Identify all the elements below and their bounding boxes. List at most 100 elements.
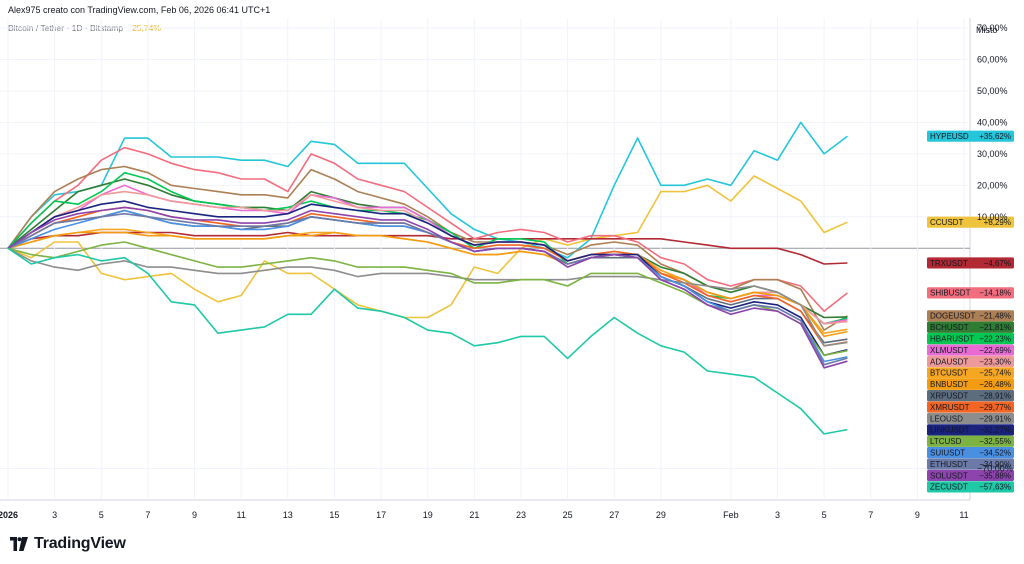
series-badge-ethusdt[interactable]: ETHUSDT −34,90%	[927, 458, 1014, 470]
y-tick-label: 60,00%	[977, 54, 1008, 64]
series-line-ccusdt[interactable]	[7, 175, 848, 319]
brand-name: TradingView	[34, 535, 126, 552]
series-badge-name: XMRUSDT	[930, 403, 970, 412]
series-badge-value: −22,23%	[979, 334, 1011, 343]
series-badge-hbarusdt[interactable]: HBARUSDT −22,23%	[927, 333, 1014, 345]
x-tick-label: 2026	[0, 510, 18, 520]
series-badge-value: −32,55%	[979, 437, 1011, 446]
series-line-solusdt[interactable]	[7, 206, 848, 369]
series-badge-name: SOLUSDT	[930, 471, 968, 480]
series-badge-name: LINKUSDT	[930, 426, 970, 435]
series-badge-name: HYPEUSD	[930, 132, 969, 141]
series-badge-xmrusdt[interactable]: XMRUSDT −29,77%	[927, 401, 1014, 413]
series-badge-xlmusdt[interactable]: XLMUSDT −22,69%	[927, 344, 1014, 356]
x-tick-label: 23	[516, 510, 526, 520]
series-badge-trxusdt[interactable]: TRXUSDT −4,67%	[927, 257, 1014, 269]
x-tick-label: 27	[609, 510, 619, 520]
x-tick-label: 11	[236, 510, 245, 520]
chart-lines	[7, 121, 848, 435]
series-badge-bchusdt[interactable]: BCHUSDT −21,81%	[927, 321, 1014, 333]
series-badge-value: +8,29%	[984, 218, 1011, 227]
tradingview-logo-icon	[10, 537, 28, 551]
x-tick-label: 19	[423, 510, 433, 520]
series-badge-suiusdt[interactable]: SUIUSDT −34,52%	[927, 447, 1014, 459]
x-tick-label: 5	[99, 510, 104, 520]
series-badge-name: ETHUSDT	[930, 460, 968, 469]
chart-credit: Alex975 creato con TradingView.com, Feb …	[8, 5, 271, 15]
y-axis: 70,00% 60,00% 50,00% 40,00% 30,00% 20,00% 10,0…	[977, 23, 1013, 474]
series-badge-name: SUIUSDT	[930, 448, 965, 457]
series-line-bnbusdt[interactable]	[7, 231, 848, 338]
series-badge-btcusdt[interactable]: BTCUSDT −25,74%	[927, 367, 1014, 379]
x-tick-label: 3	[52, 510, 57, 520]
series-badge-value: −32,27%	[979, 426, 1011, 435]
series-badge-dogeusdt[interactable]: DOGEUSDT −21,48%	[927, 310, 1014, 322]
series-badge-value: −22,69%	[979, 346, 1011, 355]
x-tick-label: 15	[329, 510, 339, 520]
series-badge-name: HBARUSDT	[930, 334, 974, 343]
series-line-zecusdt[interactable]	[7, 247, 848, 435]
series-badge-bnbusdt[interactable]: BNBUSDT −26,48%	[927, 378, 1014, 390]
x-tick-label: 21	[469, 510, 479, 520]
y-tick-label: 20,00%	[977, 180, 1008, 190]
x-axis: 2026 3 5 7 9 11 13 15 17 19 21 23 25 27 29 Feb 3 5 7 9 11	[0, 510, 969, 520]
series-badge-value: −26,48%	[979, 380, 1011, 389]
x-tick-label: 9	[915, 510, 920, 520]
series-badge-name: BNBUSDT	[930, 380, 968, 389]
series-badge-value: −14,18%	[979, 289, 1011, 298]
series-badge-name: XLMUSDT	[930, 346, 968, 355]
series-badge-name: ADAUSDT	[930, 357, 968, 366]
x-tick-label: 17	[376, 510, 386, 520]
scale-label[interactable]: Misto	[976, 25, 998, 35]
series-badge-leousd[interactable]: LEOUSD −29,91%	[927, 412, 1014, 425]
series-badge-name: ZECUSDT	[930, 483, 968, 492]
series-badge-value: −23,30%	[979, 357, 1011, 366]
series-badge-value: −34,90%	[979, 460, 1011, 469]
series-badges: HYPEUSD +35,62% CCUSDT +8,29% TRXUSDT −4,67% S…	[927, 130, 1014, 493]
series-badge-value: −25,74%	[979, 369, 1011, 378]
y-tick-label: 40,00%	[977, 117, 1008, 127]
x-tick-label: Feb	[723, 510, 739, 520]
series-badge-name: TRXUSDT	[930, 259, 968, 268]
series-badge-value: −28,91%	[979, 391, 1011, 400]
series-badge-value: −57,63%	[979, 483, 1011, 492]
series-badge-name: SHIBUSDT	[930, 289, 971, 298]
x-tick-label: 3	[775, 510, 780, 520]
series-badge-name: LEOUSD	[930, 414, 963, 423]
series-badge-zecusdt[interactable]: ZECUSDT −57,63%	[927, 481, 1014, 493]
y-tick-label: 10,00%	[977, 212, 1008, 222]
series-badge-ccusdt[interactable]: CCUSDT +8,29%	[927, 216, 1014, 228]
series-badge-linkusdt[interactable]: LINKUSDT −32,27%	[927, 424, 1014, 436]
y-tick-label: −70,00%	[977, 464, 1013, 474]
series-badge-solusdt[interactable]: SOLUSDT −35,88%	[927, 469, 1014, 482]
x-tick-label: 7	[868, 510, 873, 520]
series-badge-value: −34,52%	[979, 448, 1011, 457]
series-badge-name: LTCUSD	[930, 437, 962, 446]
series-badge-name: BTCUSDT	[930, 369, 968, 378]
tradingview-brand[interactable]: TradingView	[8, 535, 126, 553]
x-tick-label: 25	[563, 510, 573, 520]
x-tick-label: 5	[822, 510, 827, 520]
series-badge-xrpusdt[interactable]: XRPUSDT −28,91%	[927, 390, 1014, 402]
series-badge-ltcusd[interactable]: LTCUSD −32,55%	[927, 435, 1014, 447]
x-tick-label: 7	[145, 510, 150, 520]
series-badge-hypeusd[interactable]: HYPEUSD +35,62%	[927, 130, 1014, 142]
x-tick-label: 11	[959, 510, 968, 520]
series-line-leousd[interactable]	[7, 247, 848, 347]
y-tick-label: 30,00%	[977, 149, 1008, 159]
y-tick-label: 50,00%	[977, 86, 1008, 96]
series-badge-value: −29,91%	[979, 414, 1011, 423]
series-badge-adausdt[interactable]: ADAUSDT −23,30%	[927, 355, 1014, 368]
series-line-hypeusd[interactable]	[7, 121, 848, 259]
x-tick-label: 9	[192, 510, 197, 520]
series-badge-name: BCHUSDT	[930, 323, 969, 332]
series-badge-value: −35,88%	[979, 471, 1011, 480]
series-badge-shibusdt[interactable]: SHIBUSDT −14,18%	[927, 287, 1014, 299]
series-badge-value: −21,48%	[979, 312, 1011, 321]
x-tick-label: 29	[656, 510, 666, 520]
series-line-shibusdt[interactable]	[7, 146, 848, 313]
x-tick-label: 13	[283, 510, 293, 520]
series-badge-value: +35,62%	[979, 132, 1011, 141]
series-badge-name: DOGEUSDT	[930, 312, 975, 321]
